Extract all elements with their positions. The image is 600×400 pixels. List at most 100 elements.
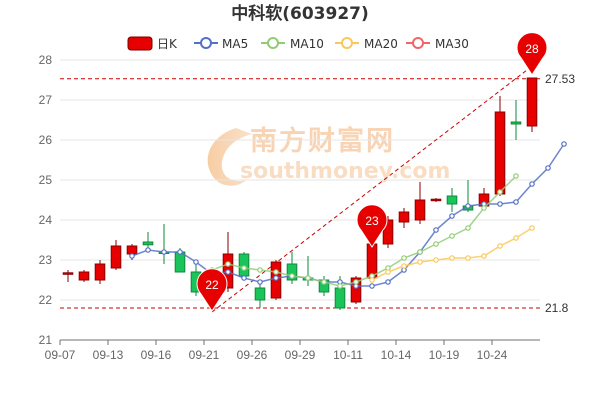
ma10-point <box>337 283 343 289</box>
x-tick-label: 09-29 <box>285 348 316 362</box>
candle-body <box>350 277 362 303</box>
ma5-point <box>129 253 135 259</box>
ma20-point <box>481 253 487 259</box>
ma5-point <box>497 201 503 207</box>
ma20-point <box>529 225 535 231</box>
x-tick-label: 09-16 <box>141 348 172 362</box>
legend-ma20-marker <box>341 37 353 49</box>
ma5-point <box>529 181 535 187</box>
ma20-point <box>369 277 375 283</box>
y-tick-label: 22 <box>39 293 53 307</box>
ma10-point <box>433 241 439 247</box>
x-tick-label: 09-13 <box>93 348 124 362</box>
ma10-point <box>273 269 279 275</box>
legend-item-ma10[interactable]: MA10 <box>261 37 324 51</box>
candle-body <box>78 271 90 281</box>
y-tick-label: 21 <box>39 333 53 347</box>
mid-pin-shape <box>356 204 388 248</box>
candle-body <box>366 243 378 279</box>
ma10-point <box>497 189 503 195</box>
x-tick-label: 09-26 <box>237 348 268 362</box>
ma5-point <box>145 247 151 253</box>
candle-body <box>398 211 410 223</box>
ma5-point <box>561 141 567 147</box>
ma10-point <box>353 279 359 285</box>
ma5-point <box>161 249 167 255</box>
ma20-point <box>433 257 439 263</box>
trend-line-dashed <box>211 59 541 313</box>
candle-body <box>430 198 442 202</box>
candle-body <box>526 77 538 127</box>
legend-ma10-marker <box>267 37 279 49</box>
ma5-point <box>385 279 391 285</box>
max-pin-label: 28 <box>525 42 539 56</box>
ma5-point <box>449 213 455 219</box>
ma5-point <box>545 165 551 171</box>
ma20-point <box>513 235 519 241</box>
y-tick-label: 25 <box>39 173 53 187</box>
ma5-point <box>225 269 231 275</box>
candle-body <box>174 251 186 273</box>
candle-body <box>94 263 106 281</box>
watermark-cn: 南方财富网 <box>250 125 395 157</box>
x-tick-label: 10-14 <box>381 348 412 362</box>
candle-body <box>414 199 426 221</box>
legend-ma30-label: MA30 <box>435 37 469 51</box>
candle-body <box>254 287 266 301</box>
legend: 日K MA5 MA10 MA20 MA30 <box>127 36 469 51</box>
ma10-point <box>289 273 295 279</box>
ma10-point <box>401 255 407 261</box>
mid-pin-label: 23 <box>365 214 379 228</box>
candle-body <box>494 111 506 195</box>
ma20-point <box>497 243 503 249</box>
candle-body <box>126 245 138 255</box>
legend-ma5-marker <box>200 37 212 49</box>
legend-item-ma30[interactable]: MA30 <box>406 37 469 51</box>
trend-line <box>60 59 541 313</box>
ma10-point <box>257 267 263 273</box>
ma10-point <box>481 205 487 211</box>
legend-item-ma20[interactable]: MA20 <box>335 37 398 51</box>
x-tick-label: 09-07 <box>45 348 76 362</box>
candle-body <box>334 287 346 309</box>
legend-ma10-label: MA10 <box>290 37 324 51</box>
ma10-point <box>225 261 231 267</box>
watermark: 南方财富网 southmoney.com <box>207 125 450 186</box>
min-pin-shape <box>196 268 228 312</box>
ma5-point <box>257 279 263 285</box>
ma20-point <box>417 259 423 265</box>
y-tick-label: 24 <box>39 213 53 227</box>
candle-body <box>510 121 522 125</box>
x-tick-label: 09-21 <box>189 348 220 362</box>
ma10-point <box>241 265 247 271</box>
legend-item-k[interactable]: 日K <box>127 36 178 51</box>
y-tick-label: 26 <box>39 133 53 147</box>
ma5-point <box>465 203 471 209</box>
annotations: 27.53 21.8 28 22 23 <box>196 32 575 315</box>
ma5-point <box>177 249 183 255</box>
ma5-point <box>513 199 519 205</box>
moving-averages <box>129 141 567 289</box>
ma20-point <box>401 263 407 269</box>
legend-k-label: 日K <box>157 37 178 51</box>
y-tick-label: 27 <box>39 93 53 107</box>
ma20-point <box>385 269 391 275</box>
ma10-point <box>417 249 423 255</box>
min-price-label: 21.8 <box>545 301 569 315</box>
ma5-point <box>369 283 375 289</box>
y-tick-label: 23 <box>39 253 53 267</box>
candle-body <box>110 245 122 269</box>
legend-ma5-label: MA5 <box>222 37 248 51</box>
legend-item-ma5[interactable]: MA5 <box>194 37 248 51</box>
ma10-point <box>513 173 519 179</box>
x-tick-label: 10-19 <box>429 348 460 362</box>
ma5-point <box>241 275 247 281</box>
legend-k-swatch <box>127 36 153 51</box>
chart-title: 中科软(603927) <box>231 3 369 24</box>
x-tick-label: 10-11 <box>333 348 363 362</box>
ma10-point <box>449 233 455 239</box>
max-price-label: 27.53 <box>545 72 575 86</box>
legend-ma20-label: MA20 <box>364 37 398 51</box>
ma10-point <box>465 225 471 231</box>
ma5-point <box>193 259 199 265</box>
